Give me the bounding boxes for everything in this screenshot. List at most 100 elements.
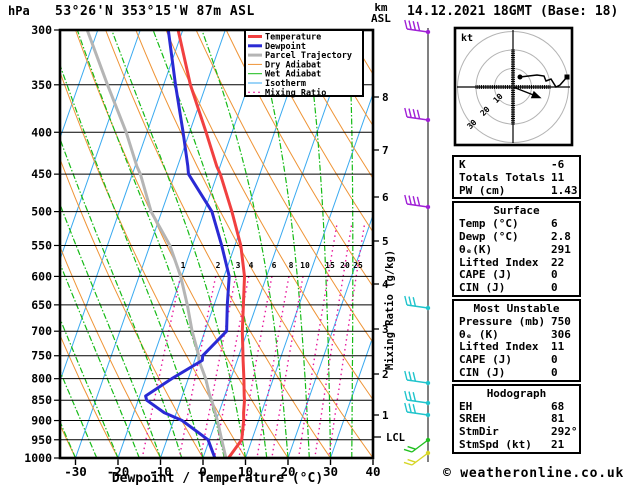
x-axis-label: Dewpoint / Temperature (°C)	[111, 471, 324, 486]
temp-tick-label: -10	[149, 464, 172, 479]
table-row-value: 0	[551, 353, 558, 367]
km-tick-label: 8	[382, 91, 389, 104]
hodograph-trace	[519, 74, 568, 88]
wind-barb-feather	[416, 109, 421, 119]
table-row-label: StmDir	[459, 425, 499, 439]
wind-barb-feather	[403, 461, 413, 466]
table-row: CAPE (J) 0	[454, 268, 579, 281]
mixing-ratio-line	[141, 276, 182, 458]
mixing-ratio-value-label: 8	[289, 261, 294, 270]
station-title: 53°26'N 353°15'W 87m ASL	[55, 4, 255, 19]
table-row: EH 68	[454, 400, 579, 413]
wind-barb-feather	[404, 107, 408, 118]
wind-barb-shaft	[411, 439, 429, 453]
table-row-label: CIN (J)	[459, 281, 506, 295]
legend-label: Parcel Trajectory	[265, 50, 352, 61]
table-row-label: SREH	[459, 412, 486, 426]
mixing-ratio-value-label: 15	[325, 261, 335, 270]
table-row: CIN (J) 0	[454, 366, 579, 379]
isotherm-line	[245, 92, 373, 458]
mixing-ratio-line	[256, 276, 290, 458]
mixing-ratio-line	[199, 276, 237, 458]
storm-motion-vector	[512, 86, 537, 97]
table-row-value: 11	[551, 170, 565, 184]
mixing-ratio-value-label: 25	[353, 261, 363, 270]
wet-adiabat-line	[60, 63, 204, 458]
legend-label: Wet Adiabat	[265, 69, 321, 80]
table-row: Temp (°C) 6	[454, 217, 579, 230]
table-row-value: 1.43	[551, 183, 578, 197]
indices-table: Hodograph EH 68 SREH 81 StmDir 292° StmSpd (kt)…	[452, 383, 581, 454]
table-row-label: Pressure (mb)	[459, 314, 546, 328]
table-row-label: K	[459, 158, 466, 171]
mixing-ratio-line	[297, 225, 338, 458]
pressure-tick-label: 400	[31, 125, 52, 139]
table-row-value: 2.8	[551, 229, 571, 243]
table-row: StmDir 292°	[454, 425, 579, 438]
wind-barb	[403, 437, 431, 453]
wind-barb-feather	[408, 20, 412, 30]
km-tick-label: 6	[382, 191, 389, 204]
table-row-label: StmSpd (kt)	[459, 437, 532, 451]
pressure-tick-label: 450	[31, 167, 52, 181]
temp-tick-label: -20	[107, 464, 130, 479]
pressure-tick-label: 800	[31, 372, 52, 386]
table-row-label: Temp (°C)	[459, 217, 519, 231]
table-row-value: 21	[551, 437, 565, 451]
wet-adiabat-line	[60, 369, 98, 458]
isotherm-line	[60, 30, 184, 383]
wind-barb	[403, 450, 431, 466]
dry-adiabat-line	[286, 30, 373, 180]
km-tick-label: 3	[382, 323, 389, 336]
temp-tick-label: 40	[365, 464, 380, 479]
wind-barb-shaft	[406, 399, 429, 404]
wind-barb-feather	[408, 296, 412, 306]
table-row-label: PW (cm)	[459, 183, 506, 197]
pressure-tick-label: 850	[31, 393, 52, 407]
storm-motion-arrowhead	[530, 90, 542, 99]
wind-barb-feather	[407, 445, 416, 450]
wind-barb-shaft	[406, 379, 429, 384]
pressure-tick-label: 900	[31, 414, 52, 428]
height-axis: 8 7 6 5 4 3 2 1 LCL	[373, 91, 405, 444]
table-row-label: Lifted Index	[459, 340, 539, 354]
copyright: © weatheronline.co.uk	[443, 466, 625, 481]
table-row: Totals Totals 11	[454, 171, 579, 184]
table-row-value: 6	[551, 217, 558, 231]
wind-barb-feather	[412, 392, 417, 402]
wind-barb	[404, 107, 431, 123]
isotherm-line	[75, 30, 226, 458]
mixing-ratio-value-label: 1	[181, 261, 186, 270]
hodograph-trace-start-dot	[517, 74, 523, 80]
wind-barb-feather	[416, 21, 421, 31]
height-axis-unit-asl: ASL	[371, 12, 391, 25]
wind-barb-feather	[412, 404, 417, 414]
table-row: StmSpd (kt) 21	[454, 438, 579, 451]
table-row-label: Totals Totals	[459, 170, 546, 184]
hodograph-trace-end-square	[564, 74, 570, 80]
table-row: SREH 81	[454, 412, 579, 425]
wind-barb-feather	[412, 196, 417, 206]
table-row: CAPE (J) 0	[454, 353, 579, 366]
pressure-tick-label: 950	[31, 433, 52, 447]
wind-barb-feather	[404, 402, 408, 413]
pressure-tick-label: 700	[31, 324, 52, 338]
wind-barb	[404, 194, 431, 210]
wind-barb-shaft	[406, 411, 429, 416]
table-row-label: CIN (J)	[459, 365, 506, 379]
table-section-header: Most Unstable	[473, 301, 560, 315]
legend-label: Mixing Ratio	[265, 87, 326, 98]
pressure-tick-label: 300	[31, 23, 52, 37]
mixing-ratio-lines	[141, 225, 365, 458]
km-tick-label: 2	[382, 368, 389, 381]
indices-table: Most Unstable Pressure (mb) 750 θₑ (K) 306 Li…	[452, 298, 581, 382]
wind-barb	[404, 19, 431, 35]
wet-adiabat-line	[111, 30, 247, 458]
table-row-value: 81	[551, 412, 565, 426]
km-tick-label: 5	[382, 235, 389, 248]
legend-label: Temperature	[265, 33, 321, 43]
legend-label: Dewpoint	[265, 41, 306, 52]
